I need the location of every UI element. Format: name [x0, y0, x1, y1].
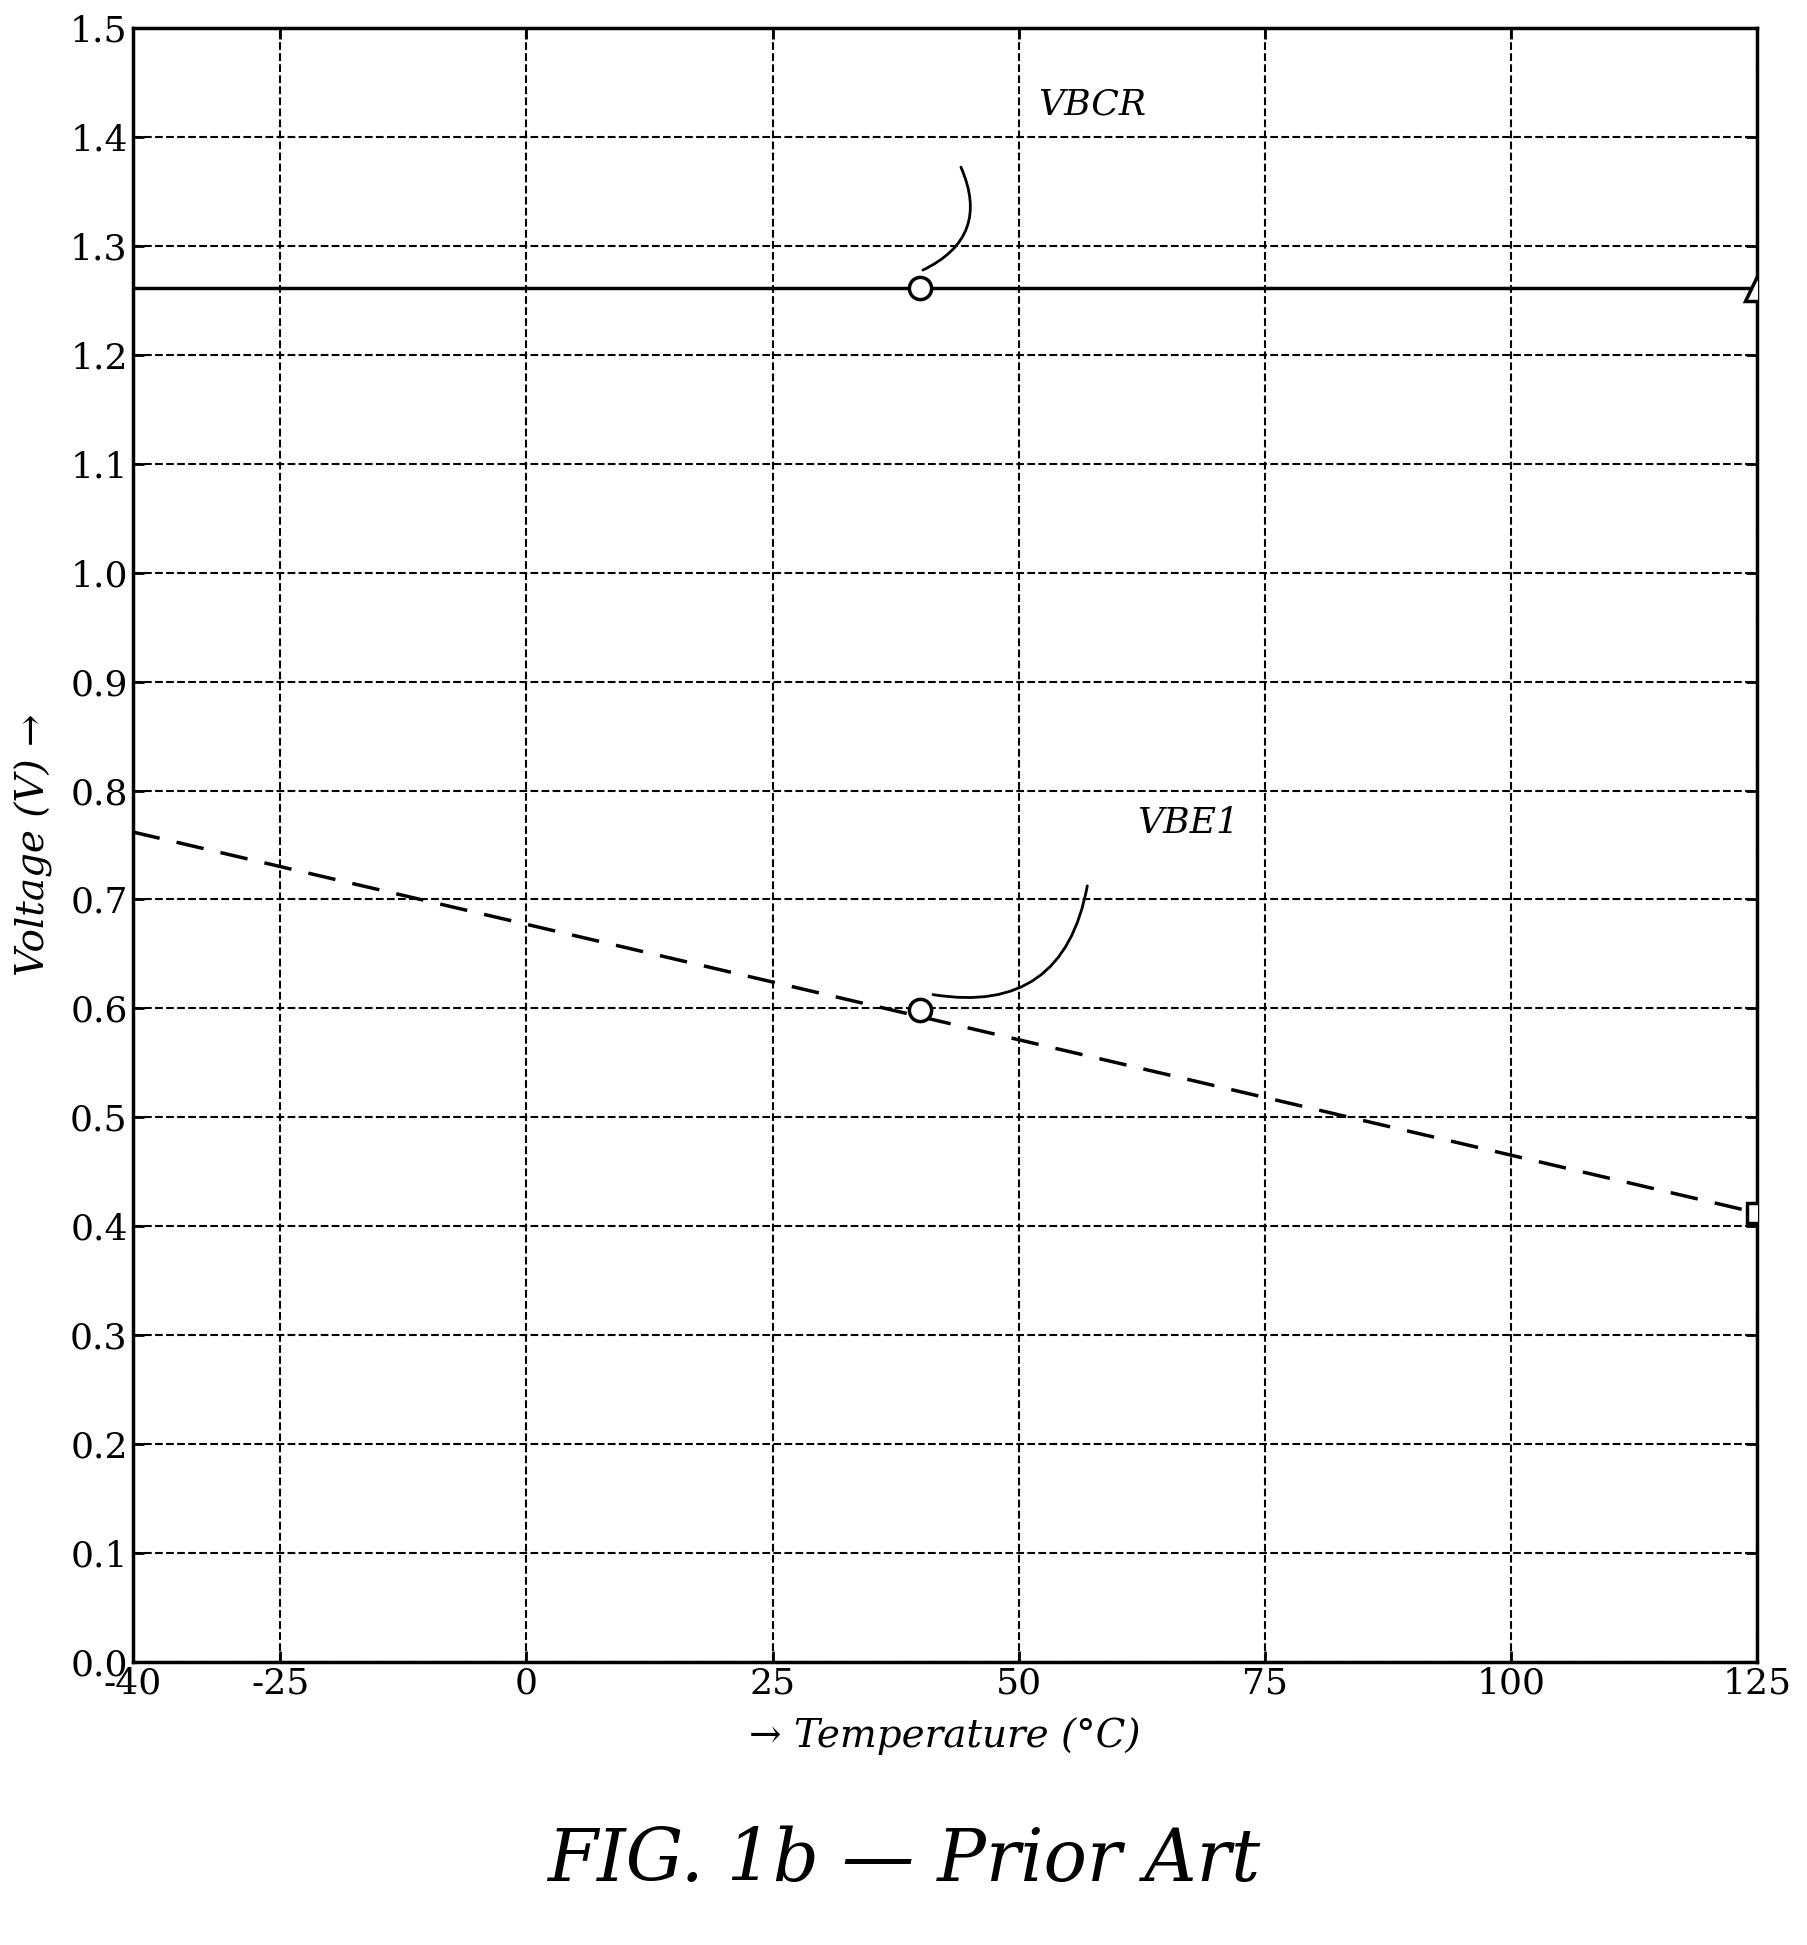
Y-axis label: Voltage (V) →: Voltage (V) → [14, 714, 54, 976]
Text: VBCR: VBCR [1039, 88, 1147, 123]
X-axis label: → Temperature (°C): → Temperature (°C) [750, 1717, 1140, 1754]
Text: FIG. 1b — Prior Art: FIG. 1b — Prior Art [548, 1826, 1259, 1896]
Text: VBE1: VBE1 [1137, 807, 1240, 840]
